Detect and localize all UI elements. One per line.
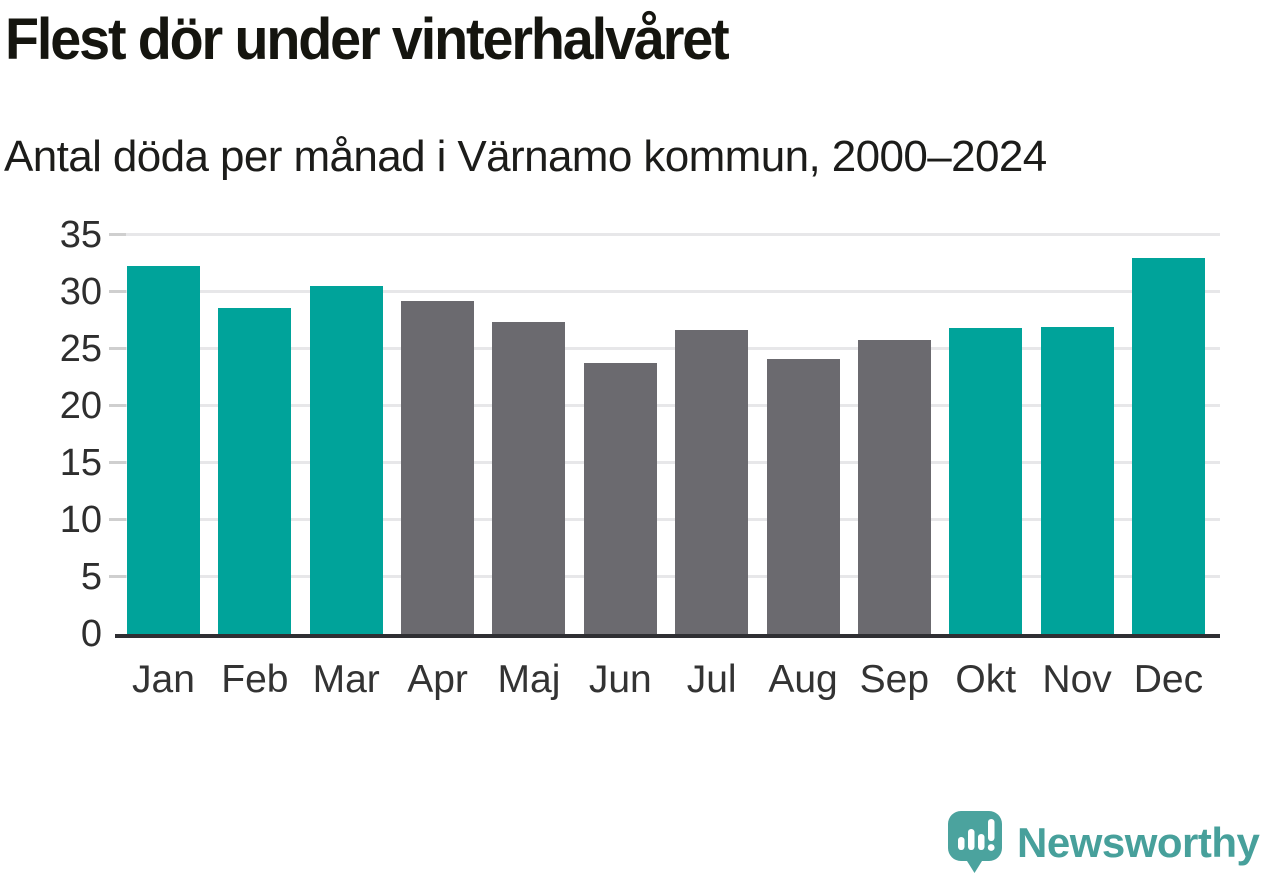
x-axis-label-okt: Okt — [955, 658, 1017, 701]
x-axis-line — [115, 634, 1220, 638]
y-axis-label-30: 30 — [59, 270, 102, 313]
bar-okt — [949, 328, 1023, 634]
x-axis-label-jan: Jan — [132, 658, 195, 701]
speech-bubble-shape — [948, 811, 1002, 873]
y-axis-tick-25 — [109, 347, 126, 351]
y-axis-tick-30 — [109, 290, 126, 294]
gridline-30 — [115, 290, 1220, 294]
bar-apr — [401, 300, 475, 634]
bar-jun — [583, 363, 657, 634]
chart-title: Flest dör under vinterhalvåret — [5, 7, 730, 72]
y-axis-tick-35 — [109, 233, 126, 236]
gridline-35 — [115, 233, 1220, 236]
newsworthy-logo-text: Newsworthy — [1017, 819, 1260, 866]
y-axis-label-10: 10 — [59, 498, 102, 541]
newsworthy-logo-icon — [948, 811, 1002, 873]
x-axis-label-dec: Dec — [1133, 658, 1204, 701]
y-axis-label-25: 25 — [59, 327, 102, 370]
bar-maj — [492, 322, 566, 634]
y-axis-tick-10 — [109, 518, 126, 522]
x-axis-label-nov: Nov — [1042, 658, 1112, 701]
gridline-25 — [115, 347, 1220, 351]
bar-feb — [218, 307, 292, 634]
gridline-10 — [115, 518, 1220, 522]
x-axis-label-apr: Apr — [407, 658, 468, 701]
gridline-5 — [115, 575, 1220, 579]
y-axis-label-0: 0 — [80, 613, 102, 655]
y-axis-label-20: 20 — [59, 384, 102, 427]
y-axis-tick-15 — [109, 461, 126, 465]
bar-jul — [675, 330, 749, 634]
x-axis-label-feb: Feb — [221, 658, 289, 701]
bar-mar — [309, 285, 383, 634]
x-axis-label-sep: Sep — [859, 658, 930, 701]
bar-glyph-tall — [968, 829, 975, 850]
exclamation-stem — [988, 819, 995, 841]
x-axis-label-jun: Jun — [588, 658, 652, 701]
chart-subtitle: Antal döda per månad i Värnamo kommun, 2… — [4, 132, 1047, 181]
y-axis-tick-5 — [109, 575, 126, 579]
bar-aug — [766, 358, 840, 634]
x-axis-label-aug: Aug — [768, 658, 838, 701]
y-axis-label-35: 35 — [59, 213, 102, 256]
bar-jan — [127, 266, 200, 634]
x-axis-label-jul: Jul — [686, 658, 737, 701]
bar-glyph-medium — [978, 834, 985, 850]
exclamation-dot — [987, 844, 995, 851]
x-axis-label-mar: Mar — [312, 658, 380, 701]
y-axis-tick-20 — [109, 404, 126, 408]
x-axis-label-maj: Maj — [497, 658, 561, 701]
y-axis-label-5: 5 — [80, 555, 102, 598]
gridline-20 — [115, 404, 1220, 408]
bar-dec — [1131, 258, 1205, 634]
gridline-15 — [115, 461, 1220, 465]
bar-glyph-short — [958, 837, 965, 850]
newsworthy-logo: Newsworthy — [946, 810, 1260, 876]
y-axis-label-15: 15 — [59, 441, 102, 484]
bar-nov — [1040, 326, 1114, 634]
bar-sep — [857, 339, 931, 634]
